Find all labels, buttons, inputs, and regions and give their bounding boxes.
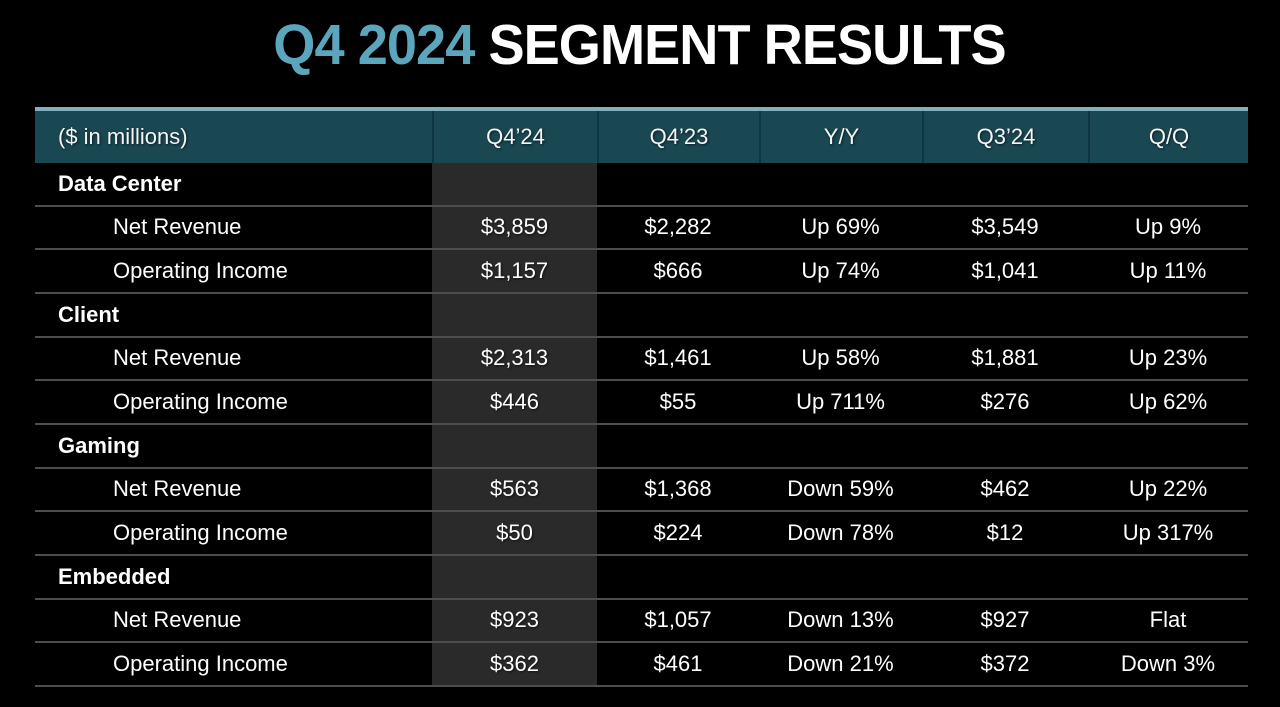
cell-q3-24: $462 [980,476,1030,502]
cell-qq: Up 23% [1128,345,1208,371]
page-title-rest: SEGMENT RESULTS [474,13,1007,77]
row-label: Net Revenue [113,607,242,633]
table-row: Net Revenue $2,313 $1,461 Up 58% $1,881 … [35,338,1248,382]
table-row: Operating Income $50 $224 Down 78% $12 U… [35,512,1248,556]
header-yy: Y/Y [759,111,922,163]
cell-q4-24: $923 [490,607,539,633]
cell-qq: Up 22% [1128,476,1208,502]
cell-q3-24: $372 [980,651,1030,677]
cell-q4-23: $1,461 [644,345,712,371]
row-label: Net Revenue [113,214,242,240]
cell-yy: Down 78% [787,520,894,546]
header-q3-24: Q3’24 [922,111,1088,163]
cell-q3-24: $1,041 [971,258,1039,284]
table-header-row: ($ in millions) Q4’24 Q4’23 Y/Y Q3’24 Q/… [35,111,1248,163]
cell-qq: Up 11% [1129,258,1207,284]
cell-q4-23: $461 [653,651,703,677]
cell-q4-23: $2,282 [644,214,712,240]
row-label: Operating Income [113,389,288,415]
header-q4-24: Q4’24 [432,111,597,163]
section-row-client: Client [35,294,1248,338]
cell-q3-24: $12 [986,520,1024,546]
section-row-data-center: Data Center [35,163,1248,207]
cell-q4-23: $1,368 [644,476,712,502]
table-row: Operating Income $362 $461 Down 21% $372… [35,643,1248,687]
cell-qq: Up 9% [1134,214,1202,240]
header-q4-23: Q4’23 [597,111,759,163]
cell-yy: Up 74% [801,258,880,284]
section-name: Client [58,301,120,327]
cell-q4-24: $362 [490,651,539,677]
segment-results-table: ($ in millions) Q4’24 Q4’23 Y/Y Q3’24 Q/… [35,107,1248,687]
cell-q4-23: $55 [659,389,697,415]
cell-yy: Down 13% [787,607,894,633]
row-label: Operating Income [113,258,288,284]
cell-q4-24: $563 [490,476,539,502]
cell-q4-23: $224 [653,520,703,546]
table-body: Data Center Net Revenue $3,859 $2,282 Up… [35,163,1248,687]
cell-q4-24: $446 [490,389,539,415]
q4-24-highlight-column [432,163,597,687]
cell-qq: Up 317% [1122,520,1214,546]
cell-q3-24: $3,549 [971,214,1039,240]
header-qq: Q/Q [1088,111,1248,163]
section-name: Gaming [58,432,140,458]
cell-qq: Flat [1149,607,1187,633]
cell-yy: Up 711% [796,389,885,415]
table-row: Net Revenue $3,859 $2,282 Up 69% $3,549 … [35,207,1248,251]
cell-q3-24: $927 [980,607,1030,633]
page-title-accent: Q4 2024 [273,13,476,77]
table-row: Operating Income $446 $55 Up 711% $276 U… [35,381,1248,425]
row-label: Operating Income [113,520,288,546]
row-label: Net Revenue [113,345,242,371]
row-label: Operating Income [113,651,288,677]
header-unit-label: ($ in millions) [58,124,188,149]
table-header-topline [35,107,1248,111]
table-row: Net Revenue $923 $1,057 Down 13% $927 Fl… [35,600,1248,644]
section-name: Embedded [58,563,171,589]
section-row-gaming: Gaming [35,425,1248,469]
page-title: Q4 2024 SEGMENT RESULTS [0,12,1280,78]
table-row: Operating Income $1,157 $666 Up 74% $1,0… [35,250,1248,294]
table-row: Net Revenue $563 $1,368 Down 59% $462 Up… [35,469,1248,513]
cell-q4-24: $50 [496,520,533,546]
cell-q3-24: $1,881 [971,345,1039,371]
cell-qq: Down 3% [1120,651,1216,677]
cell-q4-24: $2,313 [480,345,549,371]
cell-yy: Up 58% [801,345,880,371]
section-name: Data Center [58,170,182,196]
cell-yy: Up 69% [801,214,880,240]
cell-yy: Down 59% [787,476,894,502]
section-row-embedded: Embedded [35,556,1248,600]
cell-q4-23: $666 [653,258,703,284]
row-label: Net Revenue [113,476,242,502]
cell-q3-24: $276 [980,389,1030,415]
cell-q4-24: $1,157 [480,258,549,284]
cell-q4-24: $3,859 [480,214,549,240]
cell-q4-23: $1,057 [644,607,712,633]
cell-qq: Up 62% [1128,389,1208,415]
cell-yy: Down 21% [787,651,894,677]
